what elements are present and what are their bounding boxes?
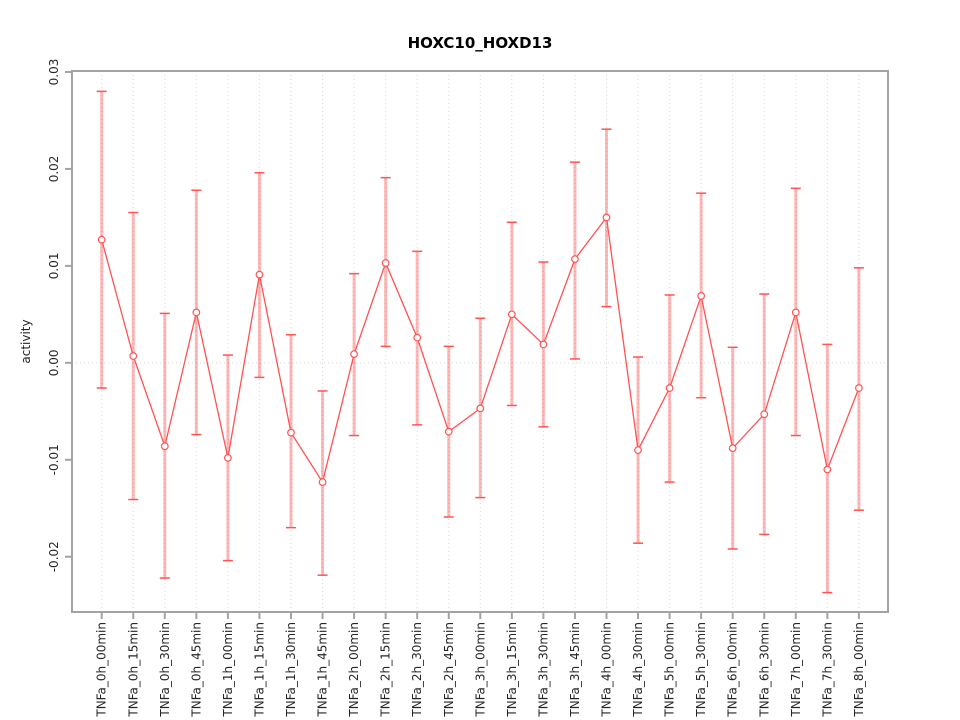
y-tick-label: 0.03: [47, 59, 61, 86]
x-tick-labels: TNFa_0h_00min TNFa_0h_15min TNFa_0h_30min T…: [95, 622, 866, 718]
x-tick-label: TNFa_3h_30min: [536, 622, 550, 718]
x-tick-label: TNFa_1h_00min: [221, 622, 235, 718]
y-tick-label: -0.01: [47, 444, 61, 475]
data-point: [665, 384, 674, 392]
x-tick-label: TNFa_3h_45min: [568, 622, 582, 718]
x-tick-label: TNFa_8h_00min: [852, 622, 866, 718]
y-tick-labels: -0.02 -0.01 0.00 0.01 0.02 0.03: [47, 59, 61, 573]
data-point: [160, 442, 169, 451]
error-bars: [96, 90, 864, 594]
data-point: [571, 255, 579, 263]
x-tick-label: TNFa_2h_15min: [379, 622, 393, 718]
data-point: [634, 446, 642, 454]
data-point-markers: [97, 213, 863, 486]
data-point: [413, 333, 422, 342]
x-tick-label: TNFa_0h_30min: [158, 622, 172, 718]
data-point: [476, 404, 485, 413]
data-point: [287, 428, 295, 437]
x-tick-label: TNFa_1h_15min: [252, 622, 266, 718]
data-point: [728, 444, 737, 453]
x-tick-label: TNFa_5h_00min: [663, 622, 677, 718]
data-point: [255, 270, 264, 279]
y-axis-ticks: [65, 70, 72, 558]
data-point: [444, 427, 453, 436]
x-tick-label: TNFa_0h_00min: [95, 622, 109, 718]
y-tick-label: -0.02: [47, 541, 61, 572]
x-tick-label: TNFa_2h_30min: [410, 622, 424, 718]
data-point: [318, 478, 327, 486]
data-point: [381, 259, 390, 267]
data-point: [192, 308, 201, 317]
x-tick-label: TNFa_4h_30min: [631, 622, 645, 718]
data-point: [97, 235, 106, 244]
data-point: [223, 453, 232, 462]
data-point: [855, 384, 863, 392]
x-axis-ticks: [100, 612, 860, 619]
x-tick-label: TNFa_0h_45min: [189, 622, 203, 718]
data-point: [602, 213, 611, 222]
y-tick-label: 0.00: [47, 349, 61, 376]
x-tick-label: TNFa_3h_00min: [473, 622, 487, 718]
data-point: [823, 465, 832, 474]
data-point: [350, 350, 359, 359]
plot-title: HOXC10_HOXD13: [407, 34, 553, 52]
x-tick-label: TNFa_7h_00min: [789, 622, 803, 718]
x-tick-label: TNFa_6h_30min: [757, 622, 771, 718]
x-tick-label: TNFa_2h_00min: [347, 622, 361, 718]
x-tick-label: TNFa_3h_15min: [505, 622, 519, 718]
x-tick-label: TNFa_4h_00min: [600, 622, 614, 718]
y-axis-label: activity: [19, 319, 33, 363]
y-tick-label: 0.02: [47, 156, 61, 183]
data-point: [697, 292, 706, 300]
data-point: [507, 310, 516, 319]
x-tick-label: TNFa_0h_15min: [126, 622, 140, 718]
x-tick-label: TNFa_6h_00min: [726, 622, 740, 718]
data-point: [760, 410, 769, 419]
x-tick-label: TNFa_1h_45min: [316, 622, 330, 718]
data-point: [791, 308, 800, 317]
x-tick-label: TNFa_1h_30min: [284, 622, 298, 718]
x-tick-label: TNFa_5h_30min: [694, 622, 708, 718]
data-point: [129, 352, 138, 360]
y-tick-label: 0.01: [47, 253, 61, 280]
data-point: [539, 340, 548, 349]
x-tick-label: TNFa_7h_30min: [820, 622, 834, 718]
x-tick-label: TNFa_2h_45min: [442, 622, 456, 718]
